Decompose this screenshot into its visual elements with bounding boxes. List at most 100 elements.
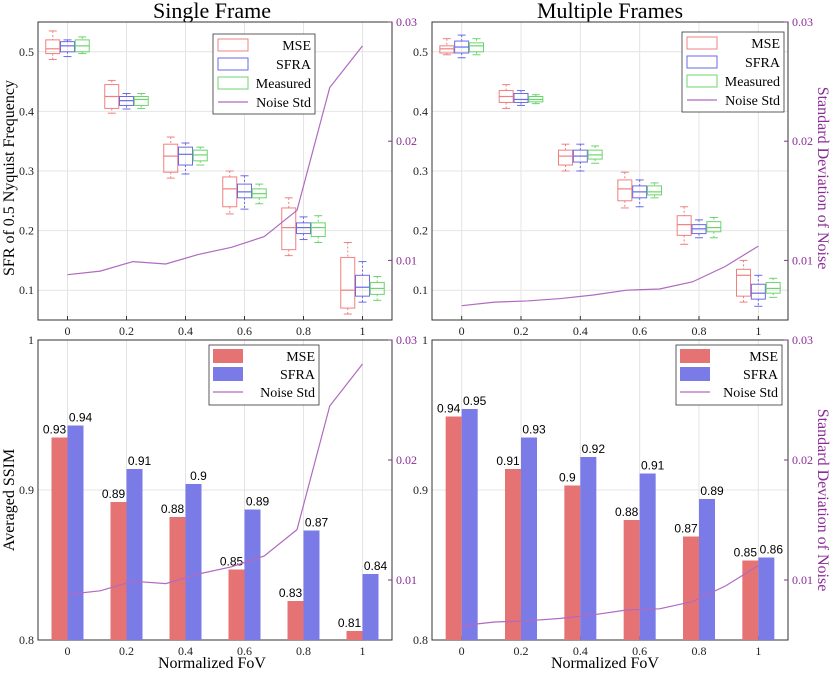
box-body	[163, 143, 179, 173]
y-tick-label: 0.2	[19, 224, 34, 238]
x-tick-label: 1	[755, 324, 761, 338]
bar	[623, 520, 640, 640]
y-tick-label: 0.5	[413, 45, 428, 59]
y-tick-label: 0.4	[413, 104, 428, 118]
y-tick-label: 1	[422, 333, 428, 347]
legend-label: MSE	[749, 350, 778, 365]
bar	[461, 409, 478, 640]
x-tick-label: 0.4	[178, 644, 193, 658]
bar	[169, 517, 186, 640]
y-tick-label: 0.3	[413, 164, 428, 178]
legend-label: Noise Std	[725, 94, 780, 109]
y-tick-label: 0.8	[413, 633, 428, 647]
y-tick-label: 0.3	[19, 164, 34, 178]
legend-swatch	[213, 367, 243, 381]
noise-std-line	[461, 565, 759, 627]
bar	[362, 574, 379, 640]
bar	[185, 484, 202, 640]
bar-data-label: 0.89	[246, 495, 270, 509]
y-tick-label: 0.1	[19, 283, 34, 297]
bar-data-label: 0.95	[463, 394, 487, 408]
y-tick-label: 0.5	[19, 45, 34, 59]
bar-data-label: 0.94	[437, 402, 461, 416]
title-single-frame: Single Frame	[153, 0, 271, 23]
legend-label: Measured	[725, 75, 780, 90]
box-body	[676, 215, 692, 236]
x-tick-label: 1	[755, 644, 761, 658]
x-tick-label: 0	[65, 324, 71, 338]
legend-swatch	[686, 55, 718, 69]
x-tick-label: 0.8	[692, 644, 707, 658]
x-tick-label: 0.6	[237, 644, 252, 658]
bar	[505, 469, 521, 640]
box-body	[750, 283, 766, 300]
box-body	[647, 185, 662, 196]
noise-std-line	[67, 45, 363, 276]
legend-label: MSE	[282, 39, 311, 54]
x-tick-label: 0	[459, 324, 465, 338]
bar-data-label: 0.88	[615, 505, 639, 519]
box-body	[281, 207, 297, 251]
bar-data-label: 0.93	[522, 423, 546, 437]
legend-label: SFRA	[743, 368, 779, 383]
ssim-multiple-frames-panel: 0 0.2 0.4 0.6 0.8 10.80.910.010.020.030.940.9…	[413, 333, 813, 658]
y-tick-label: 0.9	[19, 483, 34, 497]
ssim-y-axis-label: Averaged SSIM	[1, 449, 18, 551]
y-tick-label: 0.9	[413, 483, 428, 497]
x-tick-label: 0	[459, 644, 465, 658]
noise-y-axis-label-top: Standard Deviation of Noise	[814, 87, 830, 270]
legend: MSE SFRA Measured Noise Std	[212, 33, 316, 115]
bar	[445, 416, 462, 640]
x-tick-label: 0.8	[296, 644, 311, 658]
box-body	[706, 221, 722, 233]
legend-swatch	[217, 76, 249, 90]
x-tick-label: 0.6	[632, 324, 647, 338]
bar-data-label: 0.84	[364, 559, 388, 573]
plot-frame	[431, 339, 789, 641]
bar-data-label: 0.94	[69, 411, 93, 425]
x-tick-label: 0.4	[573, 644, 588, 658]
x-tick-label: 0.4	[178, 324, 193, 338]
x-tick-label: 0.4	[573, 324, 588, 338]
box-body	[178, 146, 193, 166]
sfr-single-frame-panel: 0 0.2 0.4 0.6 0.8 1 0.1 0.2 0.3 0.4 0.5 0.01 0.02 0.0…	[19, 15, 417, 338]
y-tick-label: 1	[28, 333, 34, 347]
bar	[639, 473, 656, 640]
box-body	[133, 96, 149, 106]
y2-tick-label: 0.02	[396, 134, 417, 148]
y2-tick-label: 0.02	[792, 134, 813, 148]
y2-tick-label: 0.03	[792, 15, 813, 29]
plot-frame	[37, 339, 393, 641]
plot-frame	[37, 21, 393, 321]
bar-data-label: 0.91	[496, 454, 520, 468]
bar-data-label: 0.83	[279, 586, 303, 600]
bar	[346, 631, 363, 640]
ssim-single-frame-panel: 0 0.2 0.4 0.6 0.8 10.80.910.010.020.030.930.8…	[19, 333, 417, 658]
x-tick-label: 1	[360, 644, 366, 658]
bar-data-label: 0.89	[102, 487, 126, 501]
legend-swatch	[686, 36, 718, 50]
bar	[51, 437, 68, 640]
bar-data-label: 0.87	[305, 516, 329, 530]
bar-data-label: 0.9	[190, 469, 207, 483]
legend-frame	[681, 31, 785, 113]
bar	[683, 536, 699, 640]
legend: MSE SFRA Noise Std	[675, 344, 783, 406]
y-tick-label: 0.1	[413, 283, 428, 297]
legend-swatch	[213, 349, 243, 363]
x-tick-label: 0.6	[632, 644, 647, 658]
legend-label: SFRA	[745, 56, 781, 71]
bar-data-label: 0.9	[559, 471, 576, 485]
legend-label: MSE	[751, 37, 780, 52]
legend: MSE SFRA Measured Noise Std	[681, 31, 785, 113]
bar-data-label: 0.88	[161, 502, 185, 516]
x-tick-label: 0.2	[514, 644, 529, 658]
legend-swatch	[217, 57, 249, 71]
bar	[110, 502, 127, 640]
bar-data-label: 0.91	[641, 459, 665, 473]
y2-tick-label: 0.01	[396, 573, 417, 587]
legend-swatch	[686, 74, 718, 88]
legend-swatch	[217, 38, 249, 52]
bar	[742, 560, 759, 640]
